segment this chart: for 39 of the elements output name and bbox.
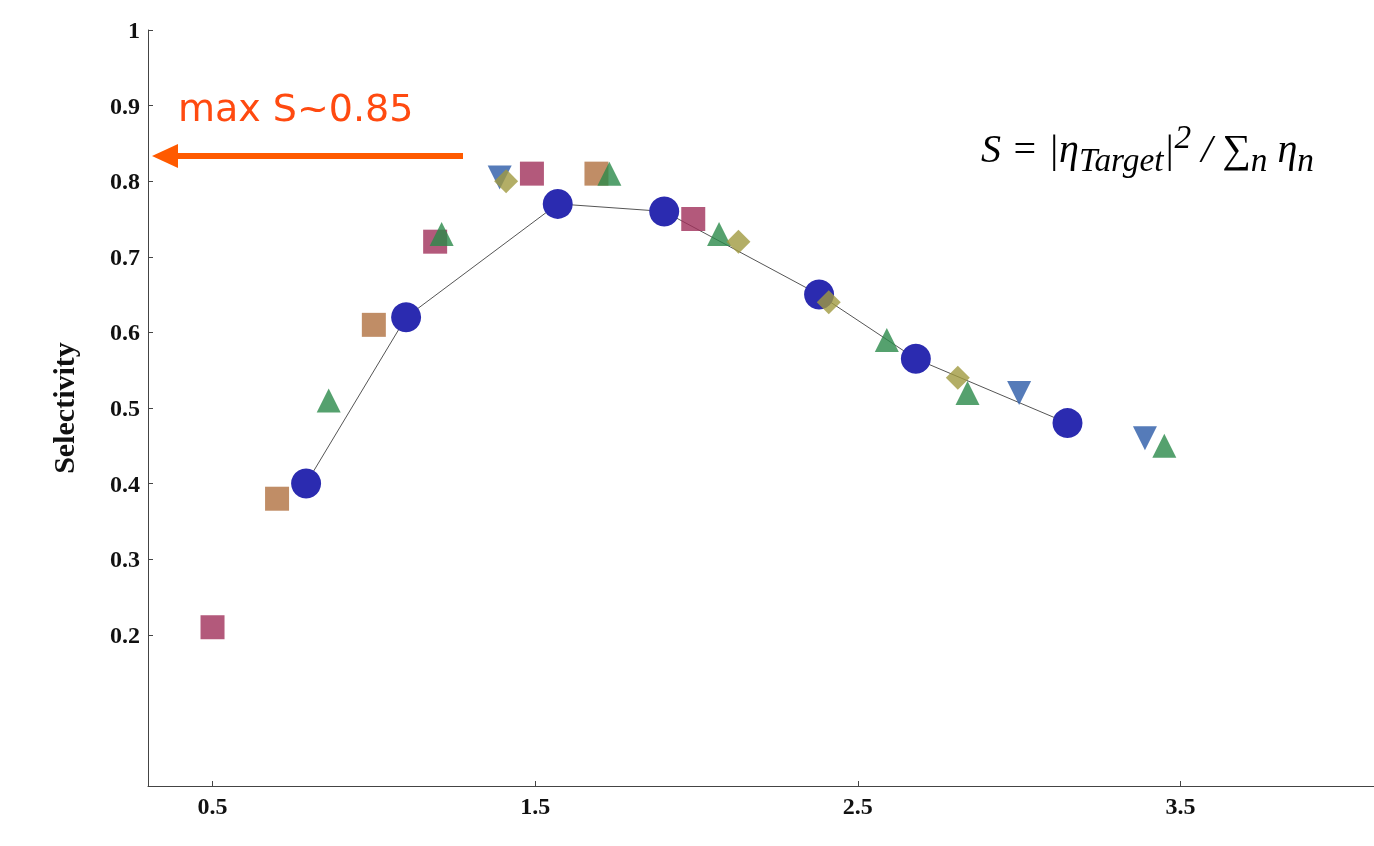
x-tick-label: 0.5 [197, 793, 228, 819]
point [519, 161, 544, 186]
point [597, 161, 622, 186]
x-tick-label: 1.5 [520, 793, 551, 819]
point [265, 486, 290, 511]
point [391, 302, 422, 333]
point [542, 188, 573, 219]
point [291, 468, 322, 499]
point [726, 229, 751, 254]
point [316, 388, 341, 413]
y-tick-label: 0.7 [110, 243, 140, 270]
point [1132, 426, 1157, 451]
y-tick-label: 0.2 [110, 621, 140, 648]
point [200, 615, 225, 640]
x-tick-label: 2.5 [842, 793, 873, 819]
point [707, 222, 732, 247]
y-tick-label: 0.3 [110, 546, 140, 573]
y-tick-label: 1 [128, 17, 140, 43]
point [1152, 433, 1177, 458]
point [874, 327, 899, 352]
point [361, 312, 386, 337]
point [945, 365, 970, 390]
point [900, 343, 931, 374]
y-tick-label: 0.9 [110, 92, 140, 119]
point [1052, 408, 1083, 439]
y-axis-title: Selectivity [46, 342, 80, 474]
point [429, 222, 454, 247]
point [1007, 380, 1032, 405]
point [649, 196, 680, 227]
point [955, 380, 980, 405]
y-tick-label: 0.4 [110, 470, 140, 497]
annotation: S = |η$_{Target}$|$^{2}$ / ∑$_{n}$ η$_{n}$ [981, 118, 1314, 180]
point [494, 169, 519, 194]
point [681, 207, 706, 231]
y-tick-label: 0.5 [110, 395, 140, 421]
y-tick-label: 0.6 [110, 319, 140, 346]
annotation: max S~0.85 [178, 86, 414, 130]
x-tick-label: 3.5 [1165, 793, 1196, 819]
y-tick-label: 0.8 [110, 168, 140, 195]
